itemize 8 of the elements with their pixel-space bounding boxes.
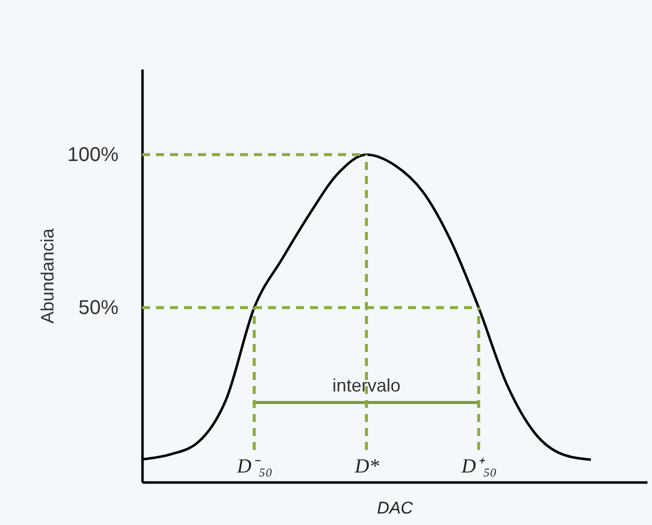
- x-tick-label: D⁻₅₀: [236, 456, 272, 478]
- x-tick-label: D*: [354, 456, 380, 478]
- x-axis-title: DAC: [377, 498, 414, 518]
- y-tick-label: 50%: [78, 297, 119, 320]
- x-tick-label: D⁺₅₀: [460, 456, 497, 478]
- annotation: intervalo: [332, 375, 400, 396]
- y-tick-label: 100%: [67, 144, 119, 166]
- y-axis-title: Abundancia: [37, 227, 58, 324]
